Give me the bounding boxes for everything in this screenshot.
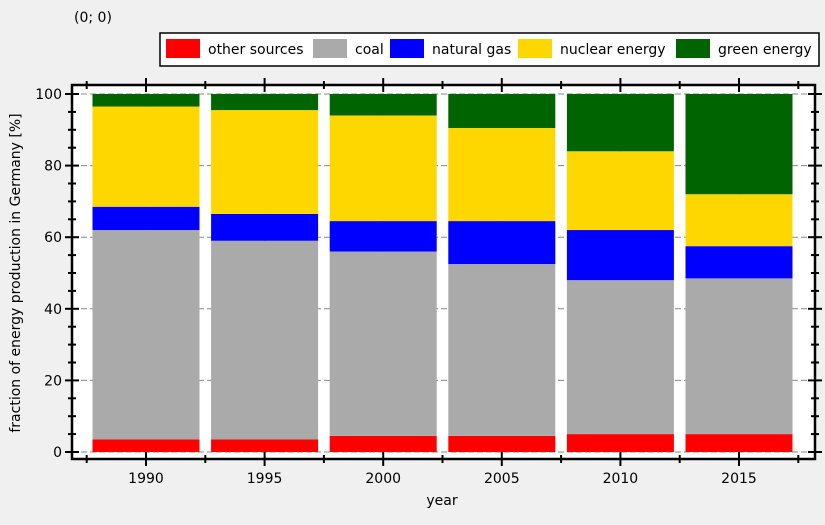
x-axis-label: year: [426, 493, 457, 509]
bar-segment-other-sources: [329, 435, 437, 452]
bar-segment-other-sources: [92, 439, 200, 452]
bar-segment-natural-gas: [92, 206, 200, 231]
legend-label: natural gas: [432, 42, 511, 58]
y-tick-label: 0: [53, 445, 62, 461]
legend-label: coal: [355, 42, 384, 58]
legend-swatch: [313, 39, 347, 58]
y-tick-label: 20: [44, 373, 62, 389]
chart-legend: other sources coal natural gas nuclear ener…: [159, 32, 820, 67]
bar-segment-natural-gas: [566, 230, 674, 281]
legend-swatch: [166, 39, 200, 58]
y-tick-label: 80: [44, 159, 62, 175]
bar-segment-green-energy: [566, 94, 674, 152]
bar-segment-natural-gas: [329, 221, 437, 252]
legend-label: other sources: [208, 42, 304, 58]
bar-segment-nuclear-energy: [92, 106, 200, 207]
y-axis-label: fraction of energy production in Germany…: [8, 113, 24, 432]
legend-swatch: [676, 39, 710, 58]
bar-segment-nuclear-energy: [566, 151, 674, 231]
bar-segment-green-energy: [448, 94, 556, 129]
legend-label: green energy: [718, 42, 812, 58]
bar-segment-other-sources: [685, 434, 793, 452]
bar-segment-coal: [685, 278, 793, 435]
bar-segment-natural-gas: [448, 221, 556, 265]
bar-segment-natural-gas: [211, 213, 319, 241]
bar-segment-green-energy: [685, 94, 793, 195]
bar-segment-nuclear-energy: [329, 115, 437, 222]
bar-segment-coal: [448, 264, 556, 436]
y-tick-label: 40: [44, 302, 62, 318]
coordinate-readout: (0; 0): [74, 10, 112, 26]
bar-segment-green-energy: [211, 94, 319, 111]
legend-swatch: [390, 39, 424, 58]
bar-segment-coal: [329, 251, 437, 436]
x-tick-label: 1995: [247, 471, 283, 487]
x-tick-label: 2005: [484, 471, 520, 487]
bar-segment-coal: [211, 240, 319, 440]
bar-segment-natural-gas: [685, 246, 793, 279]
bar-segment-other-sources: [211, 439, 319, 452]
y-tick-label: 100: [35, 87, 62, 103]
bar-segment-coal: [566, 280, 674, 435]
bar-segment-other-sources: [566, 434, 674, 452]
x-tick-label: 2015: [721, 471, 757, 487]
legend-label: nuclear energy: [560, 42, 666, 58]
bar-segment-nuclear-energy: [685, 194, 793, 247]
x-tick-label: 1990: [128, 471, 164, 487]
bar-segment-green-energy: [92, 94, 200, 107]
x-tick-label: 2000: [365, 471, 401, 487]
bar-segment-nuclear-energy: [211, 110, 319, 214]
bar-segment-other-sources: [448, 435, 556, 452]
bar-segment-coal: [92, 230, 200, 440]
plot-area: 0 20 40 60 80 100 1990 1995 2000 2005 2010 2015: [35, 78, 822, 487]
y-tick-label: 60: [44, 230, 62, 246]
bar-segment-green-energy: [329, 94, 437, 116]
bar-segment-nuclear-energy: [448, 128, 556, 222]
legend-swatch: [518, 39, 552, 58]
x-tick-label: 2010: [603, 471, 639, 487]
